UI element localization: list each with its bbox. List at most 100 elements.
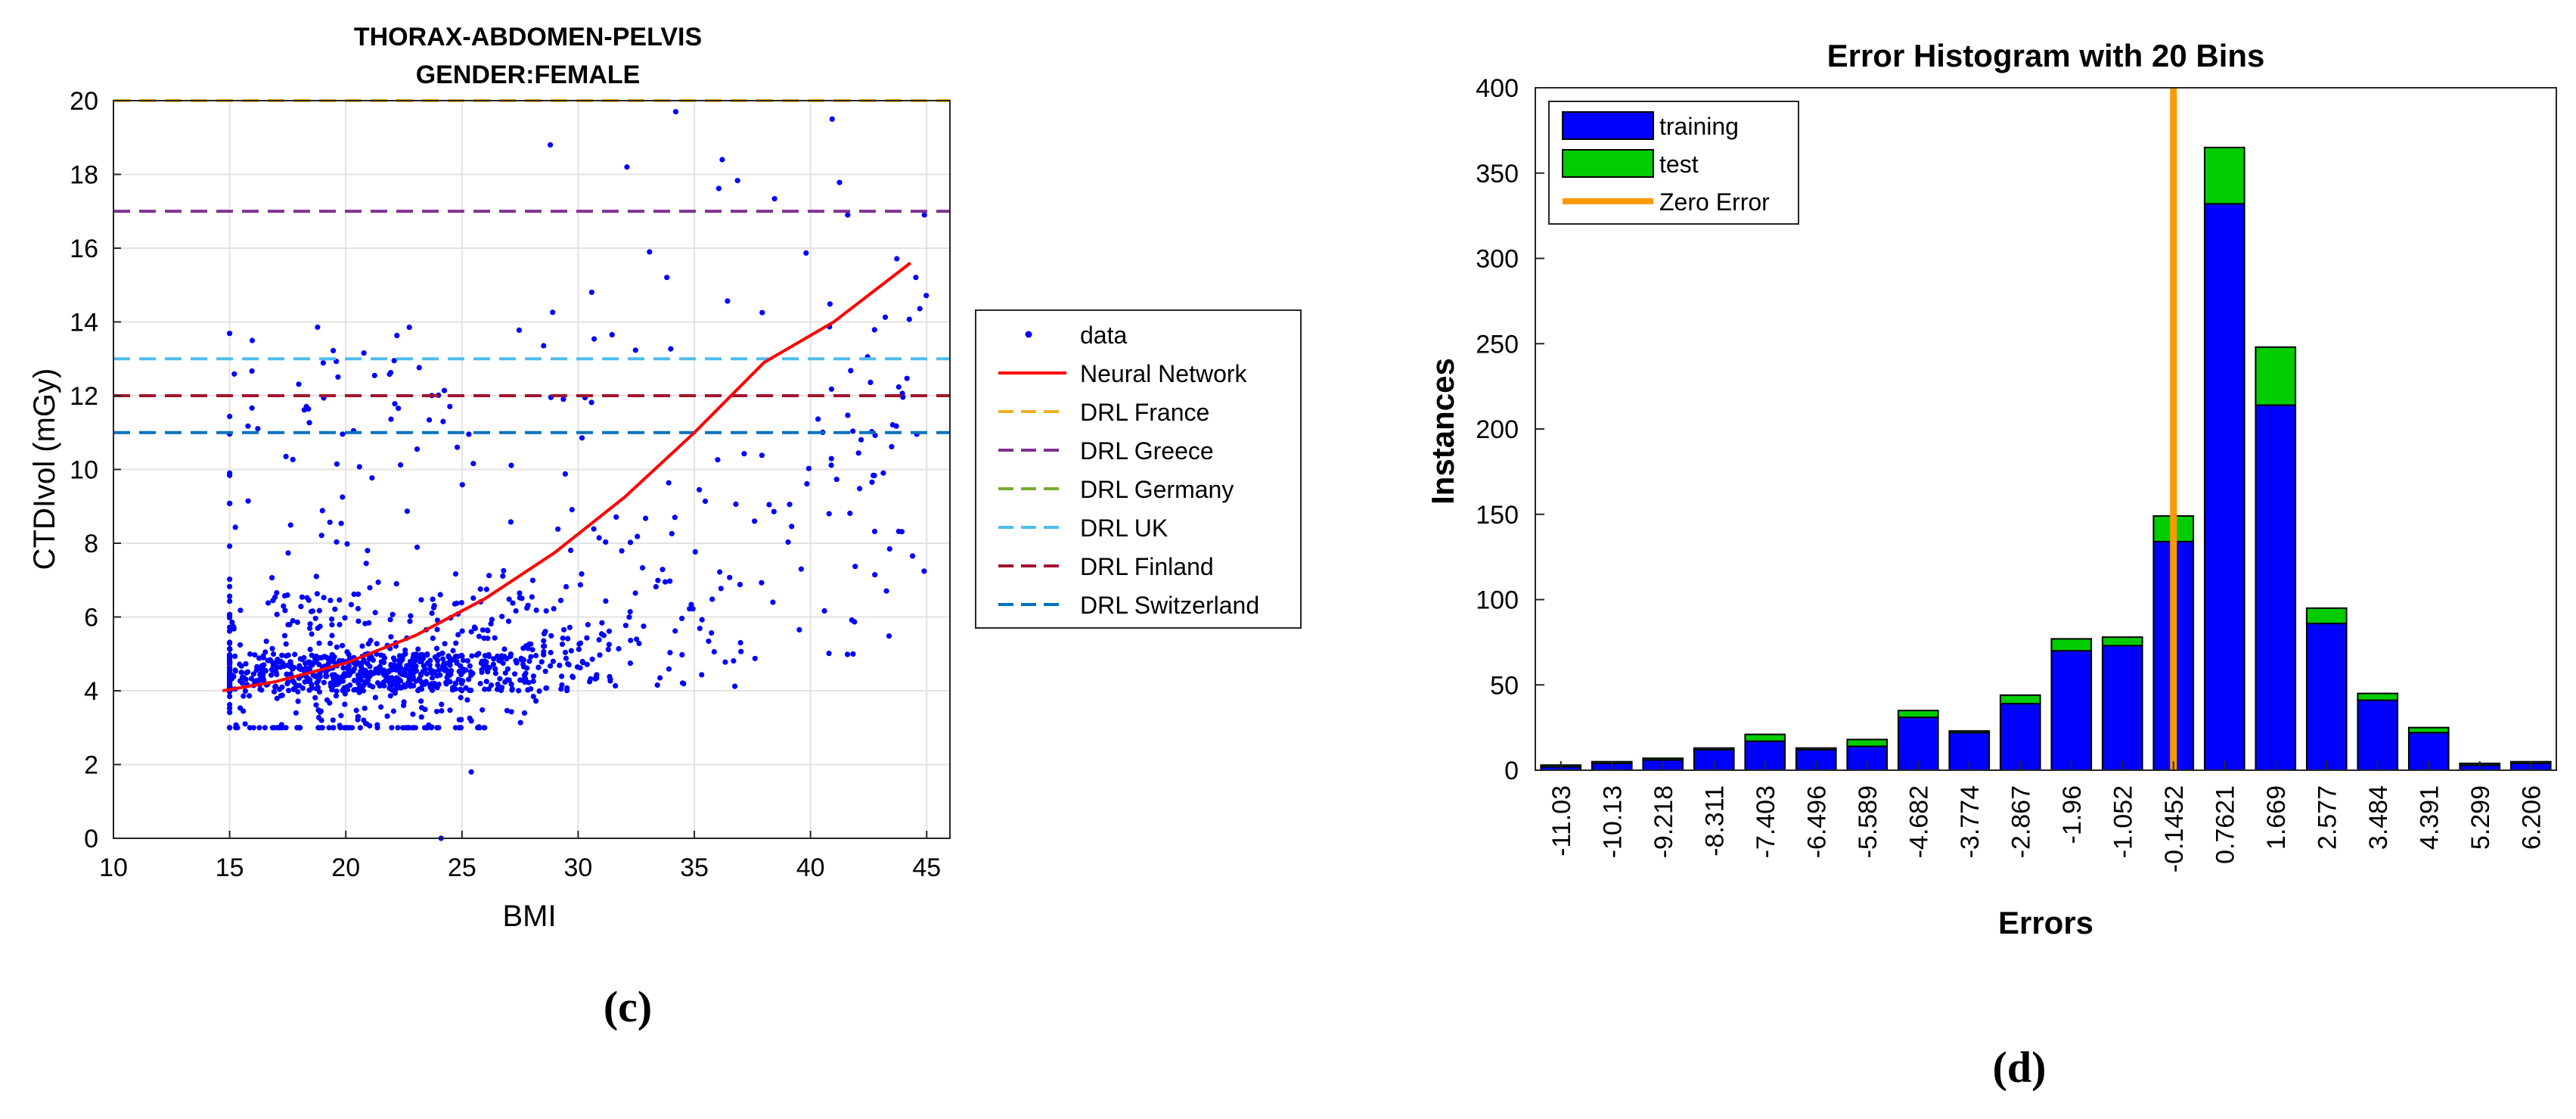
scatter-point (563, 655, 570, 661)
scatter-title: THORAX-ABDOMEN-PELVIS (354, 23, 702, 51)
scatter-point (227, 598, 233, 605)
scatter-point (284, 662, 290, 668)
scatter-point (388, 634, 394, 640)
scatter-point (367, 664, 373, 670)
scatter-point (789, 524, 795, 530)
scatter-x-tick-label: 45 (912, 853, 941, 882)
scatter-point (334, 688, 340, 695)
scatter-point (285, 550, 291, 556)
scatter-legend-entry: data (1080, 322, 1127, 349)
scatter-point (524, 605, 530, 611)
scatter-point (588, 399, 594, 406)
scatter-point (313, 653, 319, 660)
scatter-point (265, 600, 272, 606)
scatter-point (363, 561, 369, 567)
scatter-point (239, 680, 245, 686)
scatter-point (285, 652, 291, 658)
scatter-point (327, 519, 333, 525)
scatter-point (351, 591, 357, 598)
scatter-point (668, 346, 674, 352)
scatter-point (393, 581, 399, 587)
scatter-point (418, 597, 424, 603)
scatter-point (507, 653, 514, 660)
scatter-point (290, 666, 296, 672)
scatter-point (458, 600, 464, 606)
scatter-point (247, 651, 253, 657)
histogram-bars (1540, 146, 2552, 772)
scatter-point (250, 671, 256, 677)
scatter-point (407, 658, 414, 664)
scatter-point (529, 577, 536, 583)
scatter-point (340, 665, 346, 671)
scatter-point (299, 666, 305, 672)
scatter-point (316, 608, 322, 614)
scatter-point (509, 685, 515, 692)
scatter-point (343, 725, 349, 731)
scatter-point (732, 683, 738, 689)
scatter-point (486, 651, 492, 658)
scatter-point (510, 600, 516, 606)
legend-marker-dot (1025, 331, 1032, 338)
scatter-point (464, 657, 471, 664)
histogram-bar-training (2050, 650, 2093, 772)
scatter-point (418, 714, 424, 720)
scatter-point (533, 652, 539, 659)
scatter-point (309, 631, 315, 637)
scatter-point (434, 626, 440, 633)
scatter-y-tick-label: 2 (84, 751, 98, 780)
scatter-point (848, 368, 854, 374)
scatter-point (632, 590, 638, 596)
scatter-point (434, 708, 440, 714)
scatter-point (268, 658, 274, 664)
histogram-x-tick-label: 4.391 (2415, 785, 2444, 850)
histogram-y-tick-label: 150 (1476, 501, 1519, 530)
scatter-point (452, 654, 459, 660)
scatter-point (528, 654, 534, 660)
scatter-point (329, 616, 335, 622)
scatter-point (458, 695, 464, 701)
scatter-point (562, 649, 569, 655)
scatter-point (307, 646, 313, 653)
scatter-point (548, 663, 554, 669)
scatter-point (478, 660, 485, 667)
scatter-point (323, 673, 329, 679)
scatter-point (316, 688, 323, 695)
scatter-point (270, 651, 277, 657)
scatter-y-tick-label: 4 (84, 677, 98, 706)
scatter-point (594, 672, 600, 678)
scatter-point (483, 586, 490, 592)
scatter-point (486, 573, 492, 579)
scatter-x-tick-label: 35 (680, 853, 709, 882)
scatter-point (453, 640, 459, 646)
legend-swatch (1562, 111, 1654, 140)
scatter-point (521, 710, 528, 716)
scatter-point (434, 725, 440, 731)
scatter-point (459, 628, 465, 634)
scatter-point (227, 646, 233, 653)
scatter-point (551, 606, 557, 612)
scatter-point (259, 663, 265, 669)
scatter-point (227, 658, 233, 664)
scatter-point (481, 635, 487, 642)
scatter-point (416, 686, 423, 692)
histogram-y-tick-label: 100 (1476, 586, 1519, 615)
scatter-point (270, 598, 276, 604)
scatter-point (913, 275, 919, 281)
scatter-point (380, 653, 386, 659)
scatter-point (325, 656, 331, 662)
scatter-point (227, 577, 233, 583)
scatter-point (798, 566, 804, 572)
scatter-point (342, 615, 348, 621)
scatter-point (440, 656, 446, 662)
scatter-point (524, 665, 530, 671)
scatter-legend-entry: DRL Finland (1080, 553, 1214, 580)
scatter-point (427, 417, 433, 423)
scatter-legend-entry: DRL Greece (1080, 437, 1214, 465)
scatter-point (770, 599, 776, 605)
scatter-point (653, 583, 659, 590)
scatter-point (464, 697, 470, 703)
scatter-point (436, 667, 442, 673)
scatter-point (327, 598, 334, 604)
scatter-point (699, 617, 705, 623)
scatter-point (312, 695, 318, 701)
